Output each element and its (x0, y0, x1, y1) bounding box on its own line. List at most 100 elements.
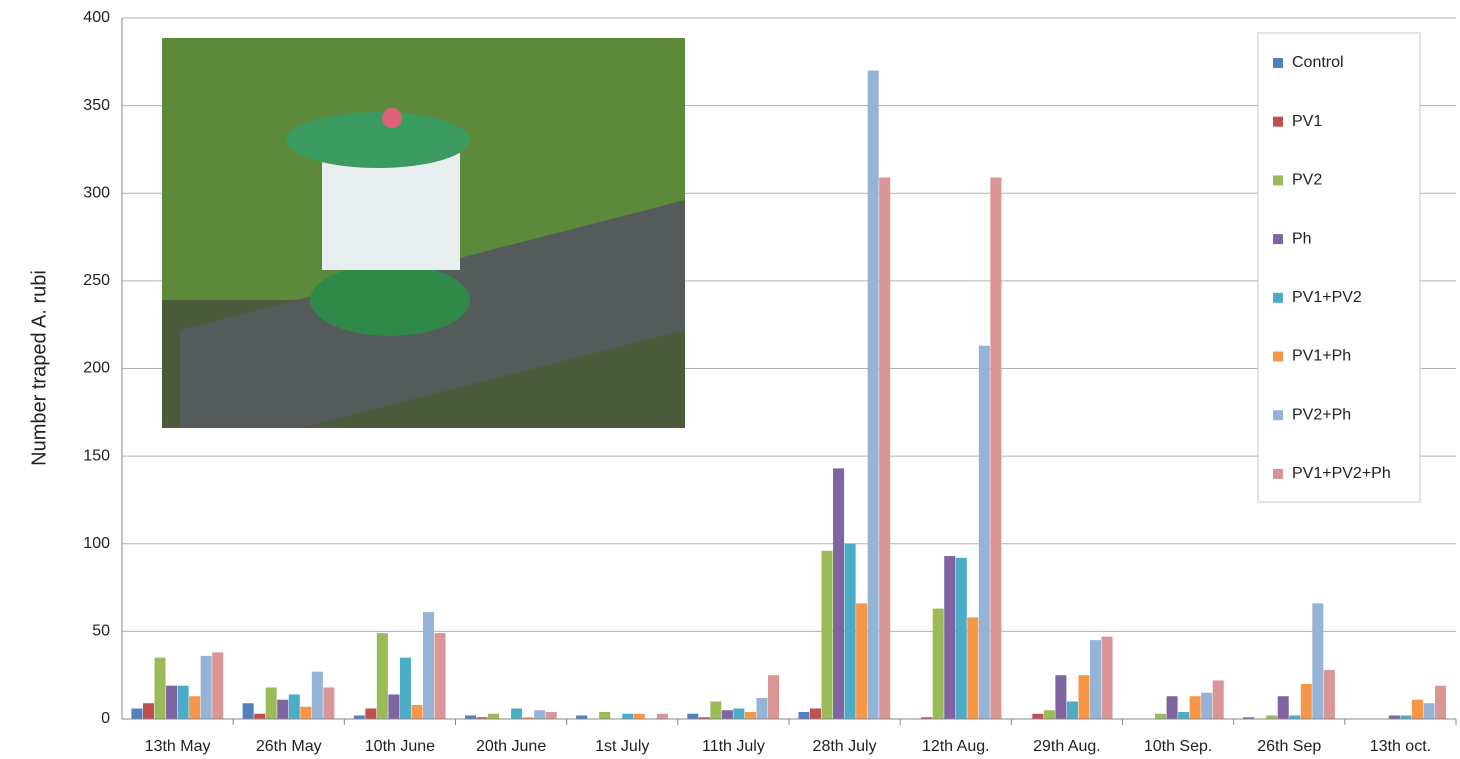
bar (1044, 710, 1055, 719)
bar (400, 658, 411, 719)
bar (1201, 693, 1212, 719)
bar (243, 703, 254, 719)
bar (687, 714, 698, 719)
legend-label: Ph (1292, 230, 1312, 247)
bar (1400, 715, 1411, 719)
y-tick-label: 250 (83, 272, 110, 289)
bar (254, 714, 265, 719)
bar (979, 346, 990, 719)
bar (933, 609, 944, 719)
bar (868, 71, 879, 719)
x-tick-label: 26th Sep (1257, 738, 1321, 755)
bar (1412, 700, 1423, 719)
bar (1190, 696, 1201, 719)
bar (1289, 715, 1300, 719)
bar (435, 633, 446, 719)
bar (768, 675, 779, 719)
bar (833, 468, 844, 719)
bar (622, 714, 633, 719)
bar (511, 708, 522, 719)
bar (143, 703, 154, 719)
bar (312, 672, 323, 719)
legend-label: PV2+Ph (1292, 406, 1351, 423)
x-tick-label: 12th Aug. (922, 738, 990, 755)
bar (1078, 675, 1089, 719)
bar (155, 658, 166, 719)
bar (1167, 696, 1178, 719)
bar (534, 710, 545, 719)
bar (377, 633, 388, 719)
bar (1312, 603, 1323, 719)
bar (1435, 686, 1446, 719)
bar (465, 715, 476, 719)
bar (1324, 670, 1335, 719)
bar (1055, 675, 1066, 719)
bar (201, 656, 212, 719)
x-tick-label: 13th oct. (1370, 738, 1431, 755)
bar (1389, 715, 1400, 719)
bar (277, 700, 288, 719)
legend-swatch (1273, 293, 1283, 303)
x-tick-label: 29th Aug. (1033, 738, 1101, 755)
bar (1213, 680, 1224, 719)
bar (599, 712, 610, 719)
bar (722, 710, 733, 719)
legend-swatch (1273, 410, 1283, 420)
bar (266, 687, 277, 719)
bar (576, 715, 587, 719)
legend-swatch (1273, 175, 1283, 185)
bar (354, 715, 365, 719)
chart: Number traped A. rubi Control PV1 PV2 Ph PV1… (0, 0, 1460, 759)
y-tick-label: 0 (101, 710, 110, 727)
bar (323, 687, 334, 719)
bar (1423, 703, 1434, 719)
bar (845, 544, 856, 719)
legend-label: PV2 (1292, 172, 1322, 189)
bar (856, 603, 867, 719)
bar (1278, 696, 1289, 719)
bar (634, 714, 645, 719)
bar (822, 551, 833, 719)
bar (365, 708, 376, 719)
y-tick-label: 350 (83, 97, 110, 114)
legend-swatch (1273, 234, 1283, 244)
y-axis-label: Number traped A. rubi (28, 270, 50, 466)
bar (166, 686, 177, 719)
bar (657, 714, 668, 719)
bar (956, 558, 967, 719)
bar (300, 707, 311, 719)
bar (944, 556, 955, 719)
legend-swatch (1273, 469, 1283, 479)
legend-label: PV1+PV2 (1292, 289, 1362, 306)
bar (1178, 712, 1189, 719)
bar (967, 617, 978, 719)
legend-label: PV1 (1292, 113, 1322, 130)
bar (1301, 684, 1312, 719)
bar (710, 701, 721, 719)
y-tick-label: 400 (83, 9, 110, 26)
bar (178, 686, 189, 719)
legend-label: Control (1292, 54, 1344, 71)
x-tick-label: 11th July (702, 738, 765, 755)
y-tick-label: 300 (83, 184, 110, 201)
x-tick-label: 1st July (595, 738, 649, 755)
bar (990, 177, 1001, 719)
bar (879, 177, 890, 719)
bar (810, 708, 821, 719)
bar (1090, 640, 1101, 719)
legend-swatch (1273, 352, 1283, 362)
legend-swatch (1273, 117, 1283, 127)
bar (423, 612, 434, 719)
bar (1266, 715, 1277, 719)
bar (1032, 714, 1043, 719)
y-tick-label: 200 (83, 360, 110, 377)
legend-swatch (1273, 58, 1283, 68)
bar (289, 694, 300, 719)
bar (488, 714, 499, 719)
x-tick-label: 20th June (476, 738, 546, 755)
bar (1102, 637, 1113, 719)
legend-label: PV1+Ph (1292, 348, 1351, 365)
bar (411, 705, 422, 719)
bar (189, 696, 200, 719)
bar (388, 694, 399, 719)
